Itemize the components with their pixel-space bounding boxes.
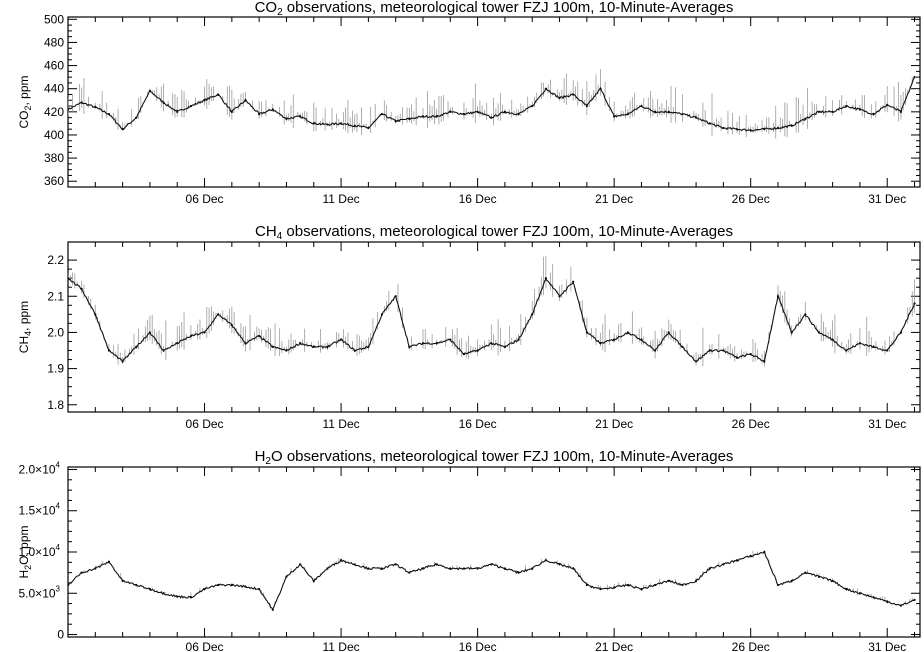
y-tick-label: 1.5×104 [19, 502, 61, 518]
y-tick-label: 2.0×104 [19, 460, 61, 476]
chart-panel-2: CH4 observations, meteorological tower F… [17, 223, 921, 431]
x-tick-label: 26 Dec [732, 417, 770, 431]
x-tick-label: 11 Dec [323, 417, 360, 431]
y-tick-label: 460 [44, 59, 64, 73]
chart-title: CH4 observations, meteorological tower F… [255, 223, 733, 242]
x-tick-label: 16 Dec [459, 640, 497, 652]
x-tick-label: 31 Dec [868, 417, 906, 431]
y-axis-label: H2O, ppm [17, 525, 33, 578]
y-tick-label: 420 [44, 105, 64, 119]
y-tick-label: 400 [44, 128, 64, 142]
x-tick-label: 31 Dec [868, 640, 906, 652]
y-tick-label: 2.2 [47, 253, 64, 267]
y-tick-label: 1.0×104 [19, 543, 61, 559]
y-tick-label: 5.0×103 [19, 584, 61, 600]
y-tick-label: 0 [57, 628, 64, 642]
plot-frame [67, 241, 921, 413]
y-tick-label: 2.1 [47, 289, 64, 303]
series-line [68, 76, 915, 132]
x-tick-label: 11 Dec [323, 192, 360, 206]
plot-frame [67, 466, 921, 638]
variability-spikes [68, 256, 915, 367]
y-tick-label: 440 [44, 82, 64, 96]
chart-title: H2O observations, meteorological tower F… [255, 448, 734, 467]
chart-title: CO2 observations, meteorological tower F… [255, 0, 734, 18]
x-tick-label: 26 Dec [732, 640, 770, 652]
y-axis-label: CO2, ppm [17, 75, 33, 128]
y-tick-label: 1.9 [47, 362, 64, 376]
x-tick-label: 21 Dec [595, 192, 633, 206]
data-point [544, 277, 547, 280]
y-tick-label: 500 [44, 12, 64, 26]
x-tick-label: 16 Dec [459, 417, 497, 431]
x-tick-label: 06 Dec [186, 640, 224, 652]
variability-spikes [83, 550, 913, 609]
x-tick-label: 31 Dec [868, 192, 906, 206]
x-tick-label: 11 Dec [323, 640, 360, 652]
x-tick-label: 06 Dec [186, 417, 224, 431]
x-tick-label: 21 Dec [595, 640, 633, 652]
y-tick-label: 480 [44, 35, 64, 49]
x-tick-label: 16 Dec [459, 192, 497, 206]
y-tick-label: 380 [44, 151, 64, 165]
y-tick-label: 360 [44, 174, 64, 188]
y-axis-label: CH4, ppm [17, 301, 33, 353]
x-tick-label: 06 Dec [186, 192, 224, 206]
x-tick-label: 21 Dec [595, 417, 633, 431]
chart-panel-1: CO2 observations, meteorological tower F… [17, 0, 921, 206]
y-tick-label: 1.8 [47, 398, 64, 412]
x-tick-label: 26 Dec [732, 192, 770, 206]
variability-spikes [68, 69, 913, 139]
series-line [68, 278, 916, 364]
chart-panel-3: H2O observations, meteorological tower F… [17, 448, 921, 652]
series-line [68, 550, 915, 611]
y-tick-label: 2.0 [47, 325, 64, 339]
